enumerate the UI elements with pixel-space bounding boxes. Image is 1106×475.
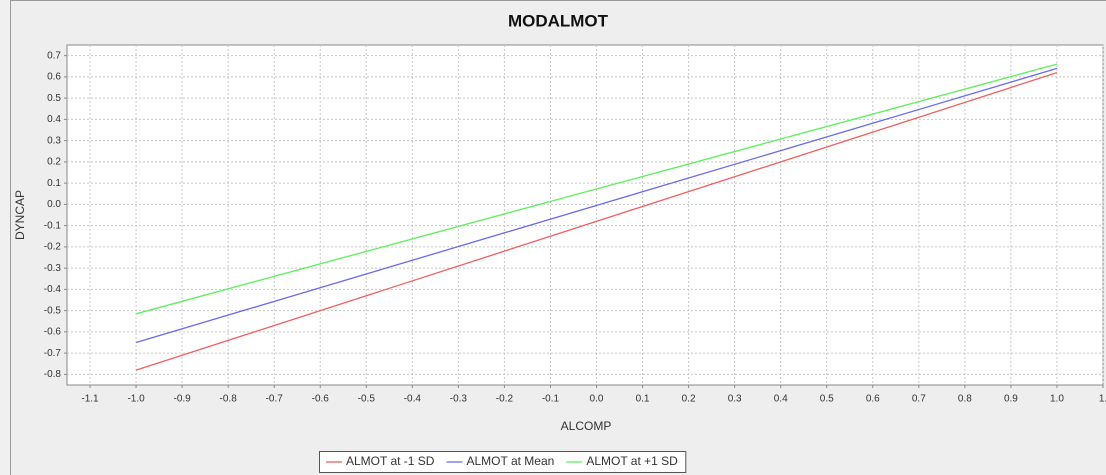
legend-label: ALMOT at +1 SD — [586, 454, 678, 468]
y-tick-label: 0.3 — [47, 135, 61, 146]
legend-label: ALMOT at -1 SD — [346, 454, 435, 468]
x-tick-label: 0.6 — [866, 394, 880, 405]
x-tick-label: -1.1 — [81, 394, 99, 405]
x-tick-label: 1. — [1099, 394, 1106, 405]
y-tick-label: -0.5 — [44, 305, 62, 316]
plot-area — [66, 44, 1104, 386]
y-axis-label: DYNCAP — [13, 190, 27, 240]
y-tick-label: 0.6 — [47, 72, 61, 83]
x-tick-label: 0.7 — [912, 394, 926, 405]
x-tick-label: -0.2 — [496, 394, 514, 405]
x-tick-label: 0.4 — [774, 394, 788, 405]
x-tick-label: 0.2 — [682, 394, 696, 405]
y-tick-label: 0.5 — [47, 93, 61, 104]
x-tick-label: 0.8 — [958, 394, 972, 405]
x-tick-label: -0.8 — [220, 394, 238, 405]
x-tick-label: 1.0 — [1050, 394, 1064, 405]
x-tick-label: -0.7 — [266, 394, 284, 405]
x-tick-label: -0.6 — [312, 394, 330, 405]
y-tick-label: 0.7 — [47, 50, 61, 61]
y-tick-label: -0.7 — [44, 348, 62, 359]
x-tick-label: -0.5 — [358, 394, 376, 405]
legend: ALMOT at -1 SD ALMOT at Mean ALMOT at +1 S… — [319, 451, 687, 473]
y-tick-label: -0.3 — [44, 263, 62, 274]
x-tick-label: -0.1 — [542, 394, 560, 405]
y-tick-label: -0.1 — [44, 220, 62, 231]
x-tick-label: 0.0 — [590, 394, 604, 405]
y-tick-label: -0.4 — [44, 284, 62, 295]
y-tick-label: 0.0 — [47, 199, 61, 210]
chart-title: MODALMOT — [508, 11, 609, 30]
x-tick-label: -0.3 — [450, 394, 468, 405]
x-tick-label: 0.5 — [820, 394, 834, 405]
series-line — [135, 72, 1058, 371]
y-tick-label: -0.8 — [44, 369, 62, 380]
x-tick-label: -0.9 — [173, 394, 191, 405]
series-line — [135, 63, 1058, 315]
x-tick-label: -0.4 — [404, 394, 422, 405]
x-tick-label: -1.0 — [127, 394, 145, 405]
y-tick-label: 0.4 — [47, 114, 61, 125]
y-tick-label: -0.6 — [44, 327, 62, 338]
y-tick-label: 0.2 — [47, 157, 61, 168]
y-tick-label: -0.2 — [44, 242, 62, 253]
x-tick-label: 0.9 — [1004, 394, 1018, 405]
x-tick-label: 0.3 — [728, 394, 742, 405]
x-tick-label: 0.1 — [636, 394, 650, 405]
series-line — [135, 67, 1058, 344]
x-axis-label: ALCOMP — [561, 419, 612, 433]
legend-label: ALMOT at Mean — [466, 454, 554, 468]
legend-box — [319, 451, 687, 473]
y-tick-label: 0.1 — [47, 178, 61, 189]
